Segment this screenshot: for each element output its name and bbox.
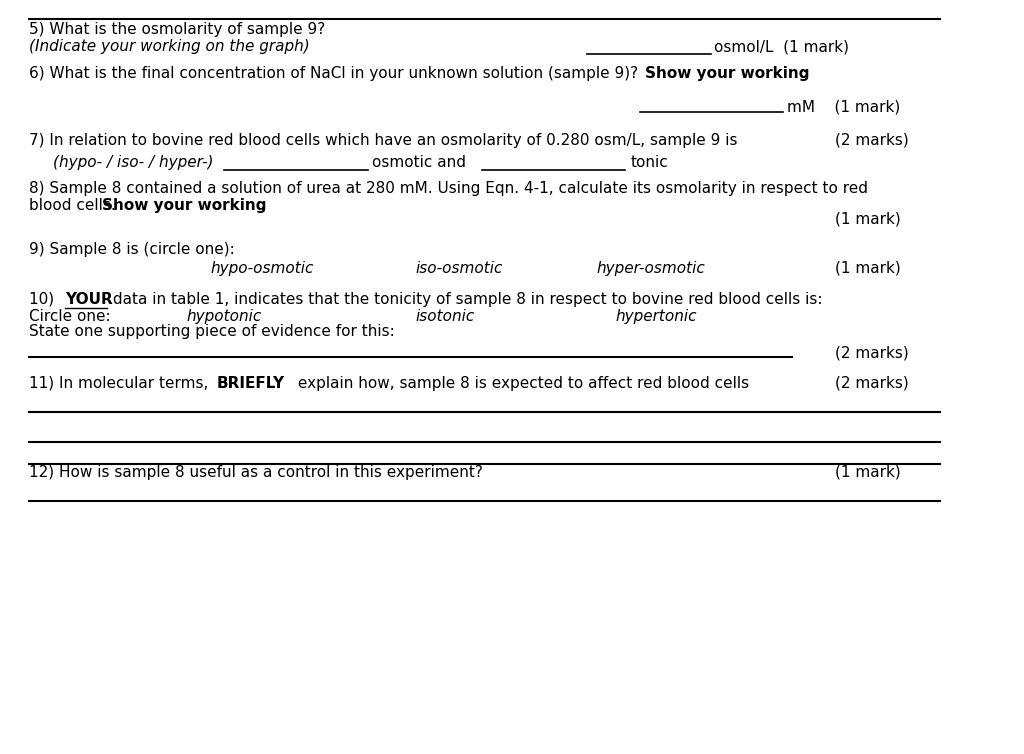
Text: iso-osmotic: iso-osmotic xyxy=(416,261,503,276)
Text: (2 marks): (2 marks) xyxy=(836,133,909,148)
Text: (hypo- / iso- / hyper-): (hypo- / iso- / hyper-) xyxy=(52,155,213,170)
Text: :: : xyxy=(260,198,265,213)
Text: 11) In molecular terms,: 11) In molecular terms, xyxy=(29,375,213,391)
Text: 12) How is sample 8 useful as a control in this experiment?: 12) How is sample 8 useful as a control … xyxy=(29,464,482,480)
Text: (Indicate your working on the graph): (Indicate your working on the graph) xyxy=(29,39,309,54)
Text: (1 mark): (1 mark) xyxy=(836,261,901,276)
Text: Show your working: Show your working xyxy=(645,66,810,81)
Text: osmol/L  (1 mark): osmol/L (1 mark) xyxy=(714,39,849,54)
Text: Show your working: Show your working xyxy=(102,198,266,213)
Text: (1 mark): (1 mark) xyxy=(836,212,901,227)
Text: osmotic and: osmotic and xyxy=(373,155,466,170)
Text: 9) Sample 8 is (circle one):: 9) Sample 8 is (circle one): xyxy=(29,242,234,257)
Text: 10): 10) xyxy=(29,292,58,307)
Text: hypotonic: hypotonic xyxy=(186,309,261,324)
Text: BRIEFLY: BRIEFLY xyxy=(217,375,285,391)
Text: 6) What is the final concentration of NaCl in your unknown solution (sample 9)?: 6) What is the final concentration of Na… xyxy=(29,66,647,81)
Text: mM    (1 mark): mM (1 mark) xyxy=(786,100,900,115)
Text: hyper-osmotic: hyper-osmotic xyxy=(597,261,706,276)
Text: blood cells.: blood cells. xyxy=(29,198,120,213)
Text: YOUR: YOUR xyxy=(65,292,113,307)
Text: (1 mark): (1 mark) xyxy=(836,464,901,480)
Text: :: : xyxy=(801,66,806,81)
Text: hypertonic: hypertonic xyxy=(615,309,697,324)
Text: data in table 1, indicates that the tonicity of sample 8 in respect to bovine re: data in table 1, indicates that the toni… xyxy=(108,292,822,307)
Text: hypo-osmotic: hypo-osmotic xyxy=(210,261,313,276)
Text: (2 marks): (2 marks) xyxy=(836,375,909,391)
Text: 5) What is the osmolarity of sample 9?: 5) What is the osmolarity of sample 9? xyxy=(29,22,325,37)
Text: (2 marks): (2 marks) xyxy=(836,345,909,360)
Text: 7) In relation to bovine red blood cells which have an osmolarity of 0.280 osm/L: 7) In relation to bovine red blood cells… xyxy=(29,133,737,148)
Text: 8) Sample 8 contained a solution of urea at 280 mM. Using Eqn. 4-1, calculate it: 8) Sample 8 contained a solution of urea… xyxy=(29,181,867,196)
Text: tonic: tonic xyxy=(630,155,668,170)
Text: Circle one:: Circle one: xyxy=(29,309,111,324)
Text: explain how, sample 8 is expected to affect red blood cells: explain how, sample 8 is expected to aff… xyxy=(293,375,750,391)
Text: isotonic: isotonic xyxy=(416,309,474,324)
Text: State one supporting piece of evidence for this:: State one supporting piece of evidence f… xyxy=(29,324,394,339)
